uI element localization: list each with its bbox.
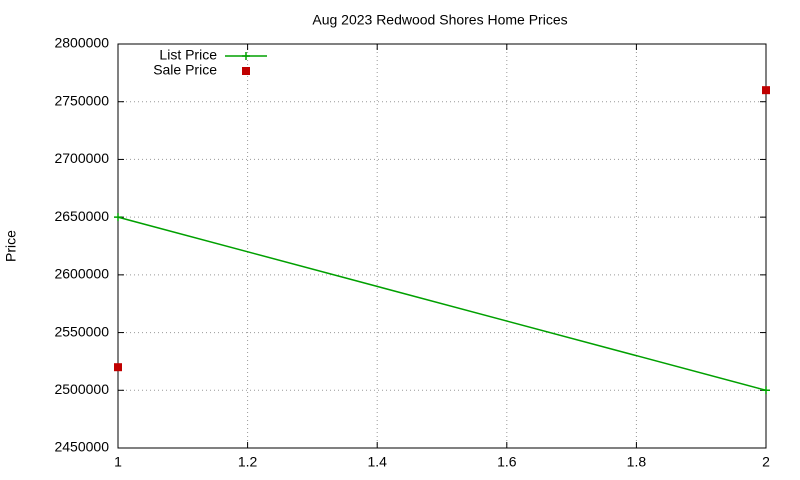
y-tick-label: 2600000 [54,266,109,282]
y-tick-label: 2450000 [54,439,109,455]
x-tick-label: 1.4 [367,454,387,470]
y-axis-label: Price [3,230,19,262]
y-tick-label: 2750000 [54,92,109,108]
series-line [117,216,767,392]
data-point [762,386,770,395]
y-tick-label: 2500000 [54,381,109,397]
legend-label: List Price [159,47,217,63]
legend-marker [242,52,250,60]
legend-label: Sale Price [153,62,217,78]
y-tick-label: 2800000 [54,35,109,51]
x-tick-label: 1.6 [497,454,517,470]
x-tick-label: 1.8 [627,454,647,470]
data-point [114,363,122,372]
x-tick-label: 1.2 [238,454,258,470]
data-point [762,86,770,95]
x-tick-label: 2 [762,454,770,470]
legend-marker [242,67,250,75]
y-tick-label: 2550000 [54,323,109,339]
y-tick-label: 2700000 [54,150,109,166]
y-tick-label: 2650000 [54,208,109,224]
plot-frame [117,43,767,449]
data-point [114,213,122,222]
x-tick-label: 1 [114,454,122,470]
chart-title: Aug 2023 Redwood Shores Home Prices [312,12,567,28]
